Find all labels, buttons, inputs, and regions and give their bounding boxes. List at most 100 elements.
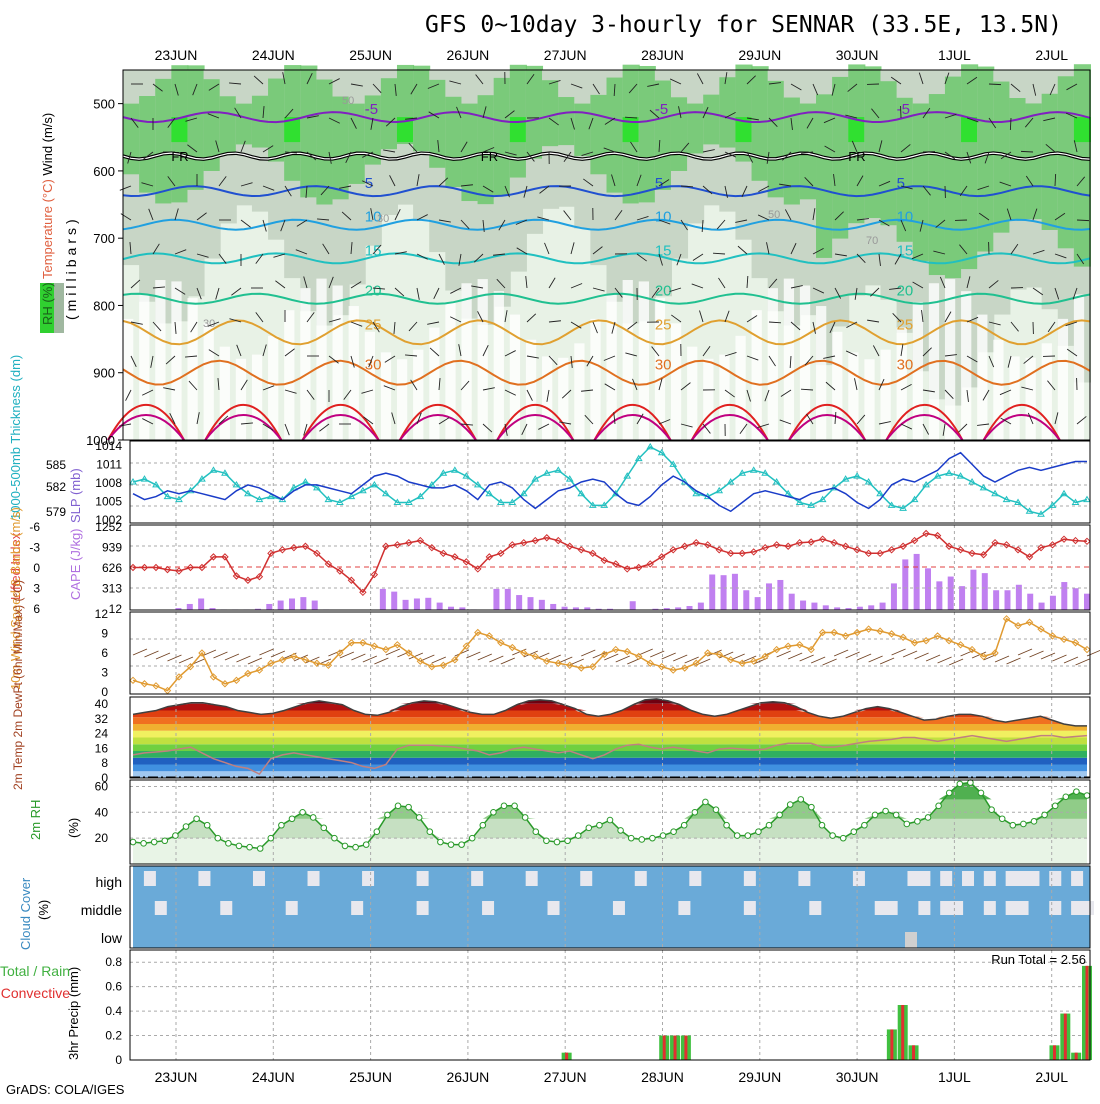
rh2m-marker <box>840 835 846 841</box>
surface-wind-barb <box>673 655 687 661</box>
cloud-gap-middle <box>613 901 625 915</box>
surface-wind-barb <box>363 656 377 662</box>
wind-barb <box>1055 174 1056 186</box>
cape-bar <box>425 598 431 610</box>
cloud-gap-high <box>689 871 701 886</box>
surface-wind-barb <box>225 654 239 660</box>
thickness-tick: 585 <box>46 458 66 472</box>
cape-bar <box>868 605 874 610</box>
surface-wind-barb <box>800 655 814 661</box>
cape-bar <box>891 583 897 610</box>
cape-bar <box>1039 603 1045 610</box>
rh-dry-cell <box>284 310 294 440</box>
rh-band-green <box>155 79 172 204</box>
rh-band-green <box>268 79 285 162</box>
surface-wind-barb <box>144 651 158 657</box>
cloud-gap-middle <box>482 901 494 915</box>
rh-band-green <box>139 96 156 193</box>
tick-label: 626 <box>102 561 122 575</box>
surface-wind-barb <box>1041 653 1055 659</box>
rh2m-marker <box>565 838 571 844</box>
wind-barb <box>989 84 1001 85</box>
surface-wind-barb <box>351 654 365 660</box>
rh2m-marker <box>491 810 497 816</box>
rh2m-marker <box>141 841 147 847</box>
rh2m-marker <box>989 807 995 813</box>
surface-wind-barb <box>1007 658 1021 664</box>
bottom-date-label: 30JUN <box>836 1069 879 1085</box>
rh-dry-cell <box>735 336 745 440</box>
rh2m-marker <box>215 835 221 841</box>
rh2m-marker <box>247 844 253 850</box>
surface-wind-barb <box>915 653 929 659</box>
tick-label: 3 <box>33 582 40 596</box>
surface-wind-barb <box>213 652 227 658</box>
cloud-gap-middle <box>744 901 756 915</box>
cape-bar <box>982 573 988 610</box>
rh2m-marker <box>575 833 581 839</box>
temp-contour-label: 25 <box>655 316 672 333</box>
tick-label: 939 <box>102 541 122 555</box>
surface-wind-barb <box>236 656 250 662</box>
precip-convective-bar <box>565 1053 568 1060</box>
cape-bar <box>187 604 193 610</box>
cape-bar <box>959 586 965 610</box>
tick-label: 1011 <box>96 458 122 472</box>
rh-band-green <box>816 94 833 258</box>
cape-bar <box>278 601 284 610</box>
rh2m-marker <box>1084 793 1090 799</box>
cape-bar <box>391 592 397 610</box>
temp-contour-label: -5 <box>897 101 910 118</box>
rh-dry-cell <box>1026 358 1036 440</box>
rh-dry-cell <box>204 323 214 440</box>
cape-bar <box>539 600 545 610</box>
rh2m-marker <box>692 810 698 816</box>
surface-wind-barb <box>995 656 1009 662</box>
cloud-gap-high <box>144 871 156 886</box>
rh2m-marker <box>257 846 263 852</box>
rh2m-marker <box>226 841 232 847</box>
precip-convective-bar <box>1075 1053 1078 1060</box>
rh2m-marker <box>480 822 486 828</box>
cape-bar <box>777 580 783 610</box>
surface-wind-barb <box>857 654 871 660</box>
rh2m-marker <box>1031 819 1037 825</box>
rh-dry-cell <box>961 291 971 440</box>
precip-convective-bar <box>912 1045 915 1060</box>
rh-band-green <box>123 104 140 175</box>
rh2m-marker <box>162 838 168 844</box>
cloud-gap-high <box>362 871 374 886</box>
cloud-ylabel-unit: (%) <box>36 900 51 920</box>
rh-dry-cell <box>139 294 149 440</box>
rh-dry-cell <box>429 328 439 440</box>
rh-dry-cell <box>381 352 391 440</box>
rh2m-marker <box>777 812 783 818</box>
cape-bar <box>1016 585 1022 610</box>
temp-color-band <box>133 758 1087 765</box>
rh-dry-cell <box>252 355 262 440</box>
cloud-gap-high <box>907 871 919 886</box>
rh2m-marker <box>978 790 984 796</box>
rh2m-marker <box>703 799 709 805</box>
rh2m-marker <box>427 829 433 835</box>
bottom-date-label: 27JUN <box>544 1069 587 1085</box>
temp-ylabel: 2m Temp 2m DewPt (6hr Min/Max) (°C) <box>11 580 25 790</box>
cape-bar <box>414 598 420 610</box>
rh-band-green <box>719 77 736 147</box>
cloud-gap-high <box>253 871 265 886</box>
thickness-tick: 579 <box>46 505 66 519</box>
freezing-level-label: FR <box>171 149 188 164</box>
surface-wind-barb <box>823 659 837 665</box>
rh2m-marker <box>448 842 454 848</box>
cloud-gap-high <box>853 871 865 886</box>
rh-band-green <box>752 66 769 181</box>
rh2m-marker <box>745 833 751 839</box>
temp-contour-label: 30 <box>897 357 914 374</box>
cape-bar <box>687 606 693 610</box>
rh-band-green <box>542 80 559 146</box>
tick-label: 3 <box>101 666 108 680</box>
temp-contour-label: 20 <box>655 283 672 300</box>
cape-bar <box>1061 582 1067 610</box>
rh-dry-cell <box>1009 356 1019 440</box>
cloud-gap-middle <box>918 901 930 915</box>
